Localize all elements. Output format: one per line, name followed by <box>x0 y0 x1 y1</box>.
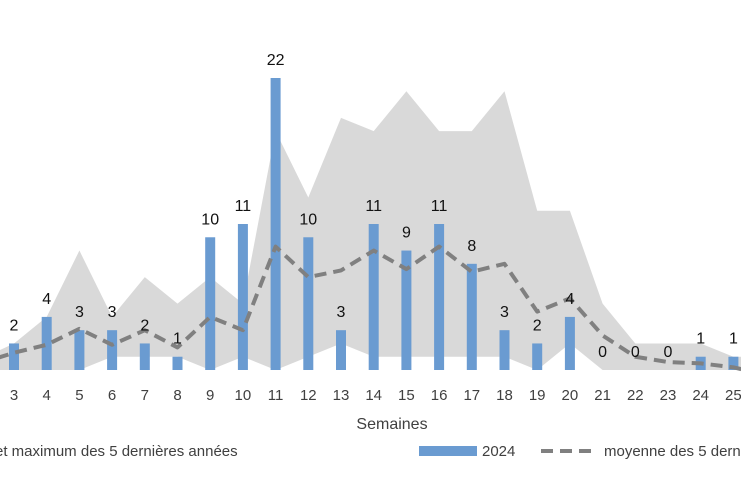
x-tick-13: 13 <box>333 387 350 404</box>
x-tick-19: 19 <box>529 387 546 404</box>
bar-week-10 <box>237 224 248 370</box>
data-label-week-10: 11 <box>235 198 252 215</box>
x-tick-3: 3 <box>10 387 18 404</box>
data-label-week-22: 0 <box>631 344 640 361</box>
data-label-week-11: 22 <box>267 52 285 69</box>
bar-week-9 <box>205 237 216 370</box>
x-tick-20: 20 <box>562 387 579 404</box>
x-tick-9: 9 <box>206 387 214 404</box>
data-label-week-5: 3 <box>75 304 84 321</box>
legend-label-average: moyenne des 5 dernières années <box>604 443 741 460</box>
data-label-week-14: 11 <box>365 198 382 215</box>
data-label-week-20: 4 <box>565 291 574 308</box>
bar-week-6 <box>107 330 118 370</box>
x-tick-14: 14 <box>365 387 382 404</box>
bar-week-19 <box>532 343 543 370</box>
legend-label-minmax: Minimum et maximum des 5 dernières année… <box>0 443 238 460</box>
data-label-week-15: 9 <box>402 225 411 242</box>
bar-week-25 <box>728 356 739 370</box>
data-label-week-4: 4 <box>42 291 51 308</box>
x-tick-16: 16 <box>431 387 448 404</box>
data-label-week-23: 0 <box>664 344 673 361</box>
x-tick-22: 22 <box>627 387 644 404</box>
bar-week-4 <box>41 316 52 370</box>
x-tick-12: 12 <box>300 387 317 404</box>
data-label-week-16: 11 <box>431 198 448 215</box>
data-label-week-13: 3 <box>337 304 346 321</box>
bar-week-7 <box>139 343 150 370</box>
data-label-week-18: 3 <box>500 304 509 321</box>
bar-week-8 <box>172 356 183 370</box>
bar-week-20 <box>564 316 575 370</box>
bar-week-3 <box>9 343 19 370</box>
bar-week-11 <box>270 78 281 370</box>
legend-label-2024: 2024 <box>482 443 515 460</box>
data-label-week-7: 2 <box>140 317 149 334</box>
bar-week-13 <box>336 330 346 370</box>
bar-week-14 <box>368 224 379 370</box>
data-label-week-6: 3 <box>108 304 117 321</box>
x-axis-title: Semaines <box>356 416 427 433</box>
data-label-week-8: 1 <box>173 331 182 348</box>
x-tick-15: 15 <box>398 387 415 404</box>
average-line <box>0 244 741 372</box>
x-tick-21: 21 <box>594 387 611 404</box>
x-tick-17: 17 <box>463 387 480 404</box>
x-tick-10: 10 <box>235 387 252 404</box>
bar-week-5 <box>74 330 85 370</box>
bar-week-18 <box>499 330 510 370</box>
x-tick-18: 18 <box>496 387 513 404</box>
x-tick-4: 4 <box>43 387 51 404</box>
data-label-week-17: 8 <box>467 238 476 255</box>
x-tick-23: 23 <box>660 387 677 404</box>
x-tick-8: 8 <box>173 387 181 404</box>
data-label-week-3: 2 <box>10 317 19 334</box>
x-tick-24: 24 <box>692 387 709 404</box>
x-tick-7: 7 <box>141 387 149 404</box>
x-tick-25: 25 <box>725 387 741 404</box>
data-label-week-9: 10 <box>201 211 219 228</box>
data-label-week-25: 1 <box>729 331 738 348</box>
x-tick-5: 5 <box>75 387 83 404</box>
data-label-week-24: 1 <box>696 331 705 348</box>
data-label-week-12: 10 <box>299 211 317 228</box>
bar-week-12 <box>303 237 314 370</box>
x-tick-11: 11 <box>268 387 284 404</box>
data-label-week-19: 2 <box>533 317 542 334</box>
x-tick-6: 6 <box>108 387 116 404</box>
legend-swatch-2024 <box>419 446 477 456</box>
bar-week-17 <box>466 263 477 370</box>
bar-week-15 <box>401 250 412 370</box>
bar-week-16 <box>434 224 445 370</box>
data-label-week-21: 0 <box>598 344 607 361</box>
